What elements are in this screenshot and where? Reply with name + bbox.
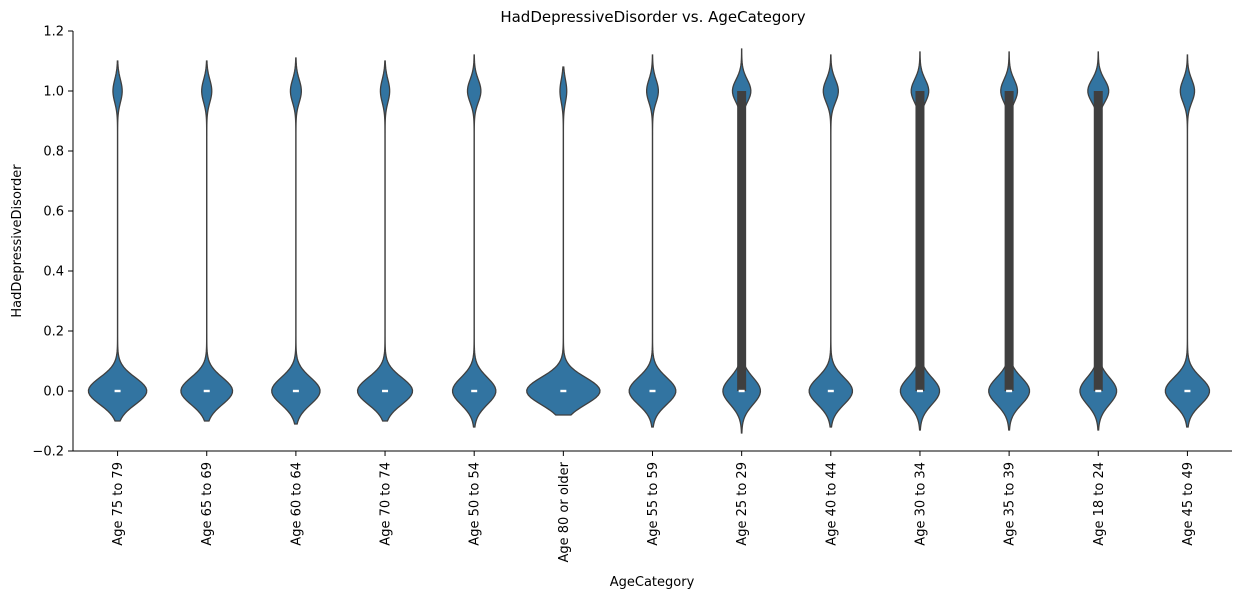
y-tick-label: −0.2 xyxy=(32,445,64,460)
chart-title: HadDepressiveDisorder vs. AgeCategory xyxy=(500,8,805,26)
violin-body xyxy=(628,54,677,428)
x-tick-label: Age 60 to 64 xyxy=(289,462,304,546)
violin-body xyxy=(271,57,321,425)
y-axis: −0.2 0.0 0.2 0.4 0.6 0.8 1.0 1.2 xyxy=(32,25,74,460)
violin-group xyxy=(722,48,762,434)
violin-iqr-box xyxy=(1004,91,1014,391)
violin-median xyxy=(203,389,210,393)
y-tick-label: 1.2 xyxy=(43,25,64,40)
x-tick-label: Age 30 to 34 xyxy=(913,462,928,546)
violin-group xyxy=(180,60,234,422)
violin-group xyxy=(988,51,1031,431)
violin-median xyxy=(738,389,745,393)
violin-iqr-box xyxy=(737,91,747,391)
violin-median xyxy=(114,389,121,393)
x-tick-label: Age 75 to 79 xyxy=(111,462,126,546)
y-tick-label: 0.2 xyxy=(43,325,64,340)
violin-group xyxy=(899,51,941,431)
x-tick-label: Age 55 to 59 xyxy=(646,462,661,546)
y-axis-title: HadDepressiveDisorder xyxy=(10,164,25,318)
y-tick-label: 0.8 xyxy=(43,145,64,160)
violin-layer xyxy=(87,48,1211,434)
violin-group xyxy=(628,54,677,428)
x-axis: Age 75 to 79 Age 65 to 69 Age 60 to 64 Age … xyxy=(73,450,1232,563)
violin-iqr-box xyxy=(1093,91,1103,391)
x-tick-label: Age 45 to 49 xyxy=(1181,462,1196,546)
violin-group xyxy=(1079,51,1118,431)
violin-body xyxy=(180,60,234,422)
violin-body xyxy=(526,66,601,416)
violin-group xyxy=(451,54,497,428)
violin-iqr-box xyxy=(915,91,925,391)
x-tick-label: Age 40 to 44 xyxy=(824,462,839,546)
y-tick-label: 0.0 xyxy=(43,385,64,400)
x-tick-label: Age 50 to 54 xyxy=(468,462,483,546)
violin-group xyxy=(87,60,148,422)
x-tick-label: Age 70 to 74 xyxy=(379,462,394,546)
violin-median xyxy=(649,389,656,393)
violin-median xyxy=(1095,389,1102,393)
violin-median xyxy=(382,389,389,393)
x-tick-label: Age 65 to 69 xyxy=(200,462,215,546)
violin-median xyxy=(560,389,567,393)
violin-group xyxy=(356,60,414,422)
violin-body xyxy=(808,54,854,428)
violin-median xyxy=(827,389,834,393)
x-tick-label: Age 35 to 39 xyxy=(1003,462,1018,546)
x-tick-label: Age 18 to 24 xyxy=(1092,462,1107,546)
violin-body xyxy=(451,54,497,428)
violin-median xyxy=(471,389,478,393)
y-tick-label: 1.0 xyxy=(43,85,64,100)
violin-body xyxy=(87,60,148,422)
violin-group xyxy=(271,57,321,425)
violin-median xyxy=(292,389,299,393)
violin-median xyxy=(916,389,923,393)
x-tick-label: Age 80 or older xyxy=(557,461,572,562)
x-axis-title: AgeCategory xyxy=(610,575,695,590)
violin-body xyxy=(1164,54,1211,428)
violin-median xyxy=(1006,389,1013,393)
x-tick-label: Age 25 to 29 xyxy=(735,462,750,546)
y-tick-label: 0.6 xyxy=(43,205,64,220)
violin-group xyxy=(526,66,601,416)
violin-body xyxy=(356,60,414,422)
y-tick-label: 0.4 xyxy=(43,265,64,280)
violin-group xyxy=(808,54,854,428)
violin-group xyxy=(1164,54,1211,428)
violin-median xyxy=(1184,389,1191,393)
